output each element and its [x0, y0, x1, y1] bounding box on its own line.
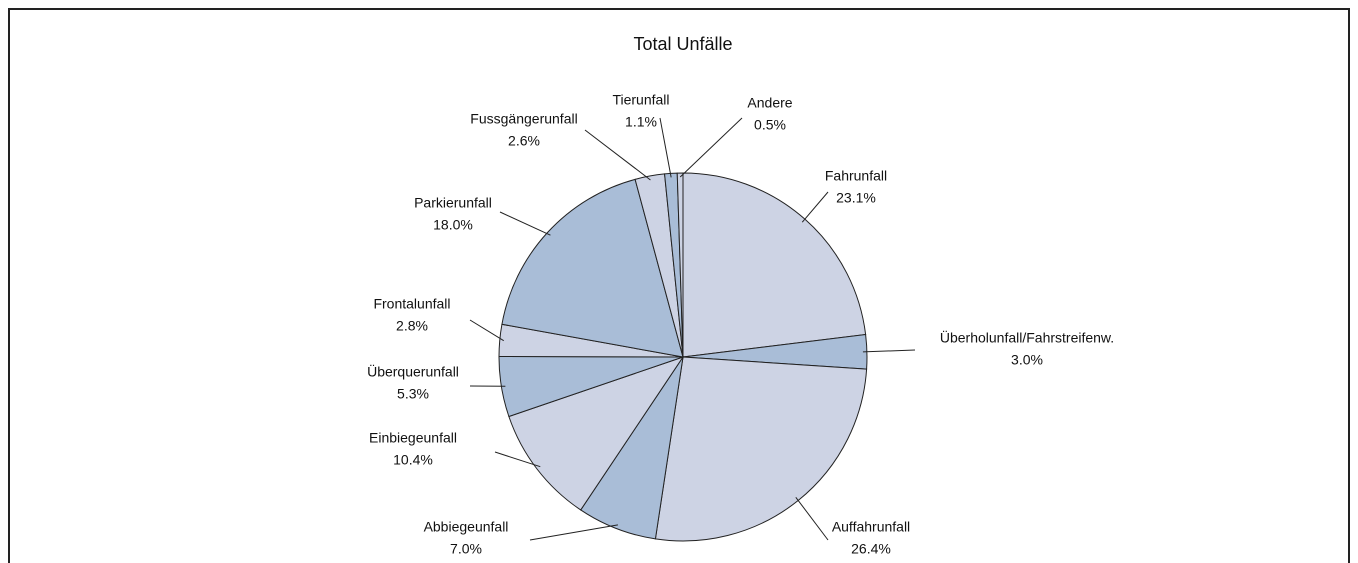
slice-label: Frontalunfall	[373, 296, 450, 312]
leader-line	[659, 117, 672, 178]
chart-title: Total Unfälle	[633, 34, 732, 54]
slice-label: Abbiegeunfall	[424, 519, 509, 535]
slice-value-label: 18.0%	[433, 217, 473, 233]
leader-line	[679, 117, 743, 178]
slice-value-label: 26.4%	[851, 541, 891, 557]
slice-label: Tierunfall	[612, 92, 669, 108]
leader-line	[801, 191, 829, 223]
slice-value-label: 10.4%	[393, 452, 433, 468]
pie-slice	[508, 356, 685, 511]
pie-slice	[501, 178, 684, 358]
slice-label: Parkierunfall	[414, 195, 492, 211]
slice-label: Überquerunfall	[367, 363, 459, 380]
leader-line	[494, 451, 541, 468]
slice-value-label: 1.1%	[625, 114, 657, 130]
slice-label: Überholunfall/Fahrstreifenw.	[940, 329, 1114, 346]
slice-value-label: 7.0%	[450, 541, 482, 557]
leader-line	[499, 211, 551, 236]
slice-label: Auffahrunfall	[832, 519, 910, 535]
slice-label: Fussgängerunfall	[470, 111, 577, 127]
slice-label: Einbiegeunfall	[369, 430, 457, 446]
leader-line	[584, 129, 651, 181]
slice-value-label: 3.0%	[1011, 352, 1043, 368]
leader-line	[862, 349, 916, 353]
slice-label: Andere	[747, 95, 792, 111]
pie-slice	[654, 356, 868, 542]
slice-value-label: 0.5%	[754, 117, 786, 133]
slice-value-label: 5.3%	[397, 386, 429, 402]
slice-value-label: 2.6%	[508, 133, 540, 149]
slice-value-label: 2.8%	[396, 318, 428, 334]
leader-line	[469, 319, 505, 342]
frame	[8, 8, 1350, 563]
slice-label: Fahrunfall	[825, 168, 887, 184]
leader-line	[795, 496, 829, 541]
slice-value-label: 23.1%	[836, 190, 876, 206]
leader-line	[529, 524, 618, 541]
pie-slice	[676, 172, 684, 358]
